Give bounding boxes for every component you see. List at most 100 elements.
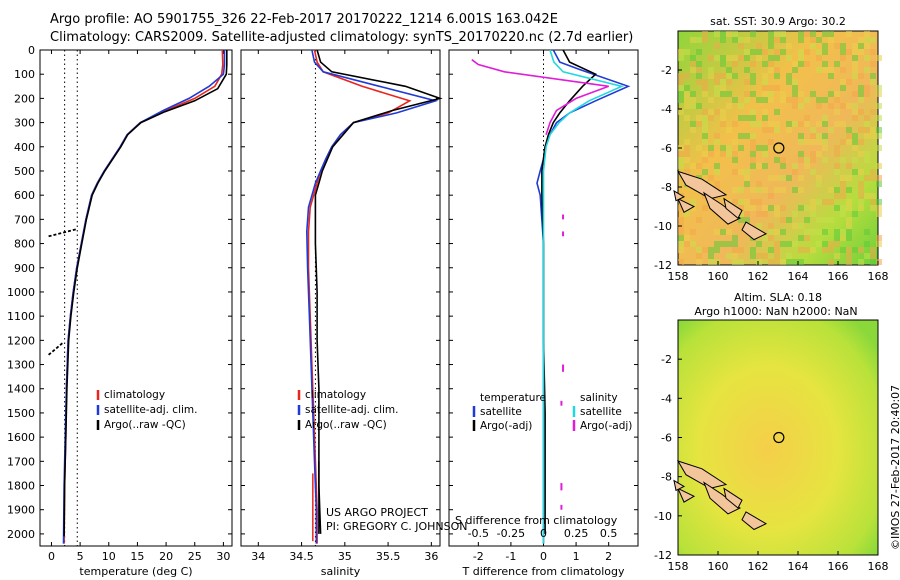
map-x-tick-label-0-5: 168 (868, 270, 889, 283)
map-x-tick-label-1-2: 162 (748, 560, 769, 573)
legend-label-2-2: Argo(-adj) (480, 420, 532, 432)
sal-diff-axis-label: S difference from climatology (455, 514, 618, 527)
sal-diff-tick-label-3: 0.25 (564, 527, 589, 540)
map-x-tick-label-0-1: 160 (708, 270, 729, 283)
series-line-1-2 (314, 49, 443, 534)
depth-tick-label-10: 1000 (7, 286, 35, 299)
depth-tick-label-18: 1800 (7, 480, 35, 493)
sst-map-title: sat. SST: 30.9 Argo: 30.2 (710, 15, 846, 28)
depth-tick-label-5: 500 (14, 165, 35, 178)
map-x-tick-label-0-4: 166 (828, 270, 849, 283)
map-x-tick-label-0-3: 164 (788, 270, 809, 283)
island-0-2 (723, 197, 743, 219)
legend-label-0-2: Argo(..raw -QC) (104, 419, 186, 431)
x-tick-label-2-3: 1 (573, 550, 580, 563)
x-tick-label-0-3: 15 (130, 550, 144, 563)
x-axis-label-0: temperature (deg C) (79, 565, 192, 578)
panel-frame-1 (240, 49, 441, 547)
depth-tick-label-2: 200 (14, 92, 35, 105)
x-tick-label-2-4: 2 (605, 550, 612, 563)
legend-label-0-1: satellite-adj. clim. (104, 404, 197, 416)
sal-diff-tick-label-4: 0.5 (600, 527, 618, 540)
series-line-0-2 (63, 50, 228, 537)
sal-diff-tick-label-0: -0.5 (468, 527, 489, 540)
map-x-tick-label-1-0: 158 (668, 560, 689, 573)
x-tick-label-0-0: 0 (48, 550, 55, 563)
map-y-tick-label-1-4: -10 (654, 510, 672, 523)
x-tick-label-1-2: 35 (338, 550, 352, 563)
x-tick-label-0-5: 25 (188, 550, 202, 563)
island-0-3 (741, 221, 768, 241)
panel-frame-0 (39, 49, 233, 547)
map-y-tick-label-1-5: -12 (654, 549, 672, 562)
legend-label-1-1: satellite-adj. clim. (305, 404, 398, 416)
map-x-tick-label-0-0: 158 (668, 270, 689, 283)
x-tick-label-0-1: 5 (77, 550, 84, 563)
island-0-1 (702, 191, 741, 225)
x-tick-label-1-3: 35.5 (376, 550, 401, 563)
legend-label-2-3: salinity (580, 392, 618, 404)
sla-map-subtitle: Argo h1000: NaN h2000: NaN (694, 305, 857, 318)
x-axis-label-1: salinity (321, 565, 361, 578)
island-1-1 (702, 481, 741, 515)
legend-label-0-0: climatology (104, 389, 165, 401)
map-y-tick-label-0-1: -4 (661, 103, 672, 116)
imos-timestamp: ©IMOS 27-Feb-2017 20:40:07 (889, 384, 900, 550)
map-y-tick-label-0-2: -6 (661, 142, 672, 155)
map-x-tick-label-1-3: 164 (788, 560, 809, 573)
legend-label-2-0: temperature (480, 392, 546, 404)
depth-tick-label-15: 1500 (7, 407, 35, 420)
map-y-tick-label-0-3: -8 (661, 181, 672, 194)
island-1-4 (676, 487, 696, 503)
x-tick-label-0-4: 20 (159, 550, 173, 563)
island-1-3 (741, 511, 768, 531)
argo-position-marker-1 (773, 431, 785, 444)
series-line-2-2 (542, 49, 625, 544)
map-x-tick-label-1-5: 168 (868, 560, 889, 573)
island-0-4 (676, 197, 696, 214)
depth-tick-label-16: 1600 (7, 431, 35, 444)
map-frame-1 (677, 319, 879, 556)
legend-label-1-0: climatology (305, 389, 366, 401)
depth-tick-label-0: 0 (28, 44, 35, 57)
sal-diff-tick-label-2: 0 (540, 527, 547, 540)
x-tick-label-2-1: -1 (505, 550, 516, 563)
legend-label-2-5: Argo(-adj) (580, 420, 632, 432)
map-x-tick-label-0-2: 162 (748, 270, 769, 283)
depth-tick-label-14: 1400 (7, 383, 35, 396)
legend-label-1-2: Argo(..raw -QC) (305, 419, 387, 431)
header-line-1: Argo profile: AO 5901755_326 22-Feb-2017… (50, 12, 558, 27)
depth-tick-label-3: 300 (14, 117, 35, 130)
credit-project: US ARGO PROJECT (326, 506, 428, 519)
x-axis-label-2: T difference from climatology (462, 565, 625, 578)
island-1-5 (673, 479, 686, 492)
map-y-tick-label-1-2: -6 (661, 432, 672, 445)
x-tick-label-0-2: 10 (102, 550, 116, 563)
depth-tick-label-17: 1700 (7, 455, 35, 468)
argo-position-marker-0 (773, 142, 785, 154)
map-y-tick-label-0-4: -10 (654, 220, 672, 233)
x-tick-label-1-4: 36 (424, 550, 438, 563)
sal-diff-tick-label-1: -0.25 (497, 527, 525, 540)
depth-tick-label-7: 700 (14, 213, 35, 226)
series-line-2-3 (471, 59, 609, 135)
header-line-2: Climatology: CARS2009. Satellite-adjuste… (50, 30, 634, 45)
island-1-2 (723, 487, 743, 509)
map-y-tick-label-1-1: -4 (661, 392, 672, 405)
x-tick-label-1-1: 34.5 (289, 550, 314, 563)
series-line-1-1 (305, 49, 439, 544)
island-0-5 (673, 189, 686, 202)
map-texture-0 (678, 31, 882, 265)
legend-label-2-4: satellite (580, 406, 622, 418)
depth-tick-label-19: 1900 (7, 504, 35, 517)
island-1-0 (676, 460, 728, 489)
depth-tick-label-12: 1200 (7, 334, 35, 347)
map-x-tick-label-1-4: 166 (828, 560, 849, 573)
legend-label-2-1: satellite (480, 406, 522, 418)
island-0-0 (676, 170, 728, 200)
x-tick-label-0-6: 30 (216, 550, 230, 563)
map-y-tick-label-1-3: -8 (661, 471, 672, 484)
map-x-tick-label-1-1: 160 (708, 560, 729, 573)
map-y-tick-label-0-0: -2 (661, 64, 672, 77)
x-tick-label-1-0: 34 (251, 550, 265, 563)
